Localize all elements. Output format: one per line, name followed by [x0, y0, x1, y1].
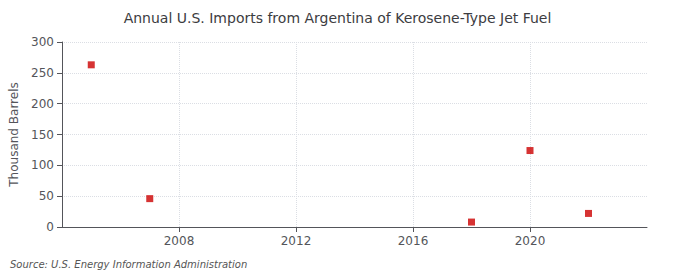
- svg-text:50: 50: [39, 189, 54, 203]
- svg-text:250: 250: [31, 66, 54, 80]
- svg-text:0: 0: [46, 220, 54, 234]
- svg-text:2020: 2020: [515, 234, 546, 248]
- svg-text:300: 300: [31, 35, 54, 49]
- svg-text:2016: 2016: [398, 234, 429, 248]
- svg-text:Source: U.S. Energy Informatio: Source: U.S. Energy Information Administ…: [10, 259, 247, 270]
- svg-text:2012: 2012: [281, 234, 312, 248]
- svg-text:2008: 2008: [164, 234, 195, 248]
- svg-text:150: 150: [31, 128, 54, 142]
- svg-text:100: 100: [31, 158, 54, 172]
- svg-text:Thousand Barrels: Thousand Barrels: [7, 82, 21, 187]
- svg-text:Annual U.S. Imports from Argen: Annual U.S. Imports from Argentina of Ke…: [124, 10, 552, 26]
- svg-text:200: 200: [31, 97, 54, 111]
